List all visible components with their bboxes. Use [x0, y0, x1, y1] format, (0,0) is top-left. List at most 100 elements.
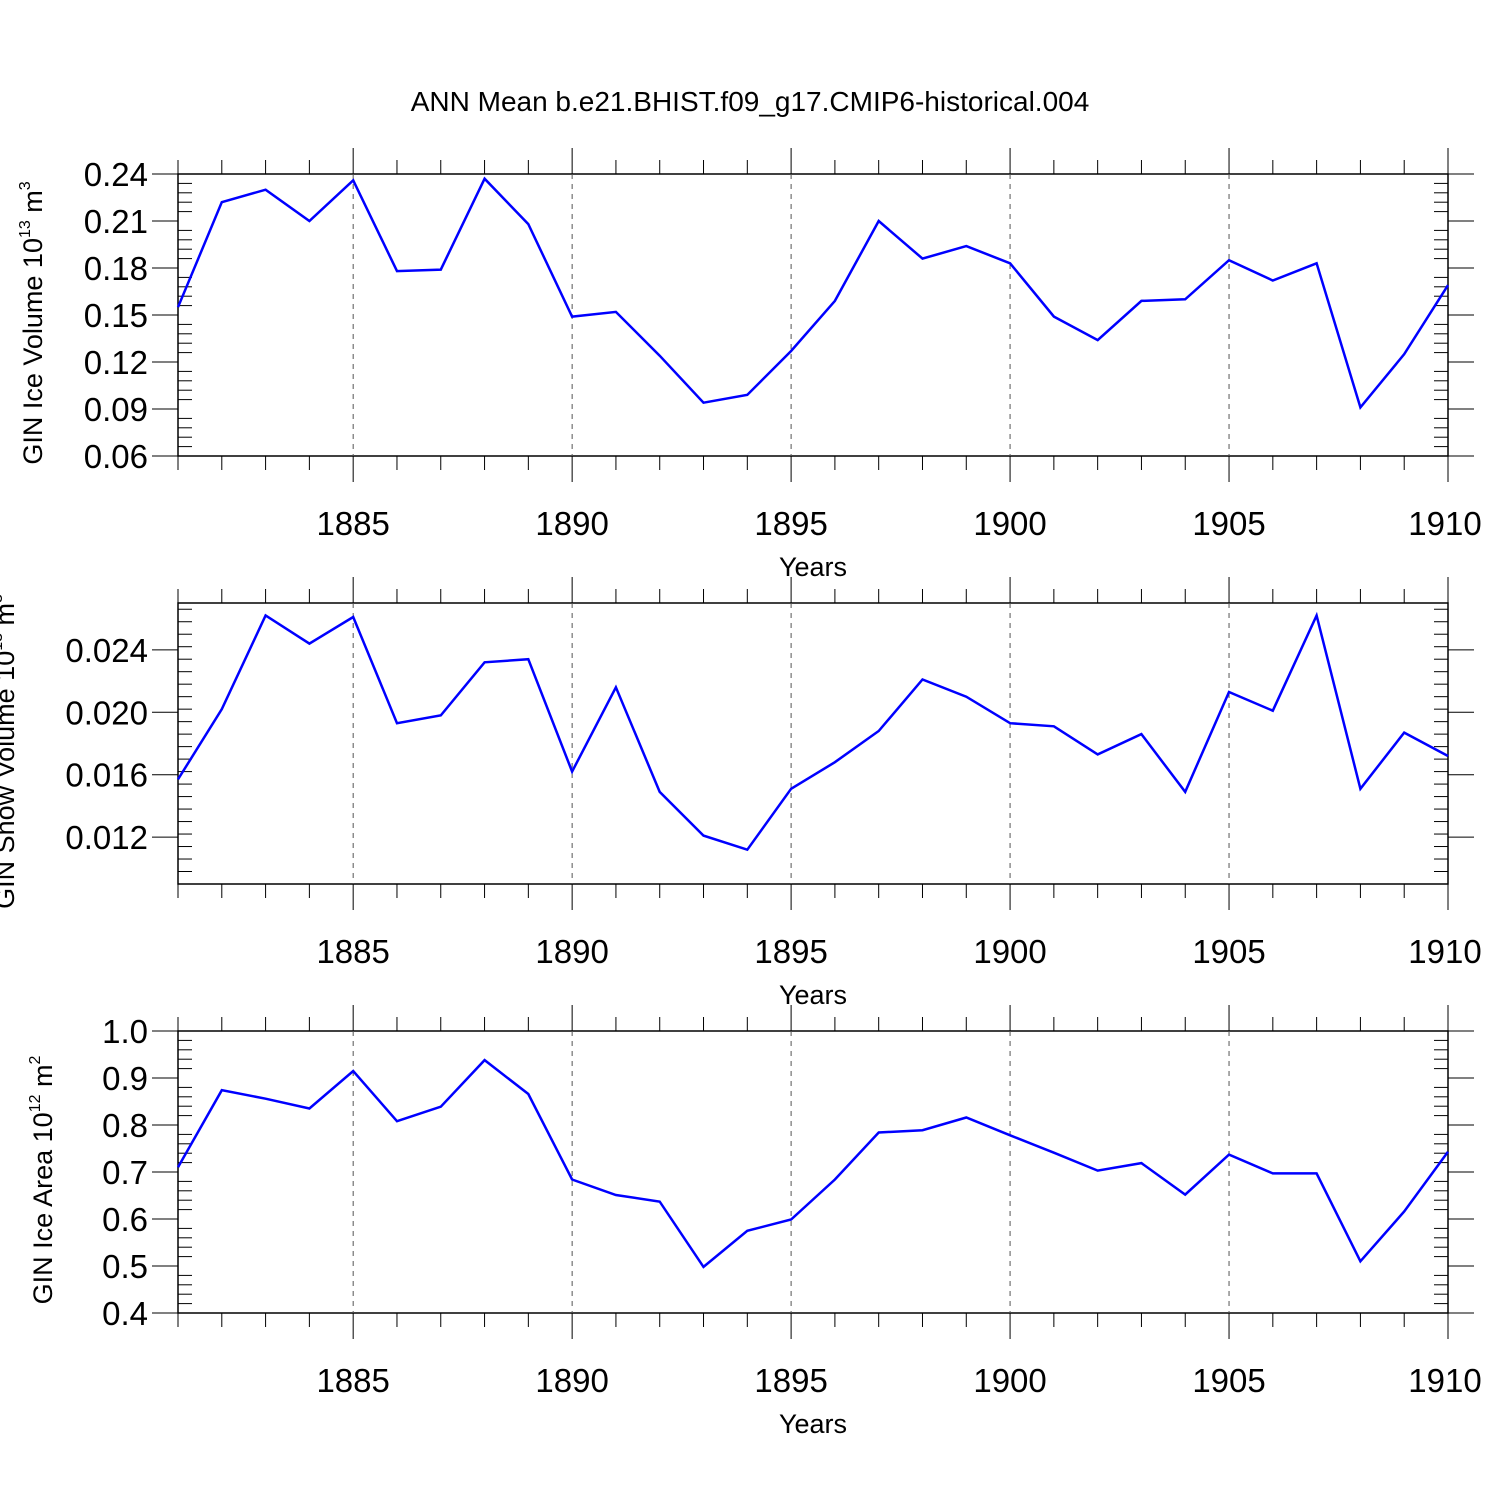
data-point	[966, 1117, 967, 1118]
x-tick-label: 1910	[1408, 505, 1481, 542]
data-point	[440, 269, 441, 270]
y-tick-label: 0.15	[84, 297, 148, 334]
data-point	[353, 617, 354, 618]
y-tick-label: 0.18	[84, 250, 148, 287]
x-tick-label: 1905	[1192, 933, 1265, 970]
data-point	[178, 307, 179, 308]
snow-volume-line	[176, 611, 1449, 852]
y-tick-label: 0.4	[102, 1295, 148, 1332]
data-point	[221, 202, 222, 203]
data-point	[1185, 1194, 1186, 1195]
data-point	[791, 1219, 792, 1220]
vertical-gridlines	[352, 1031, 1230, 1313]
data-point	[791, 351, 792, 352]
data-point	[1360, 1261, 1361, 1262]
data-point	[396, 723, 397, 724]
plot-frame	[177, 602, 1449, 885]
data-point	[747, 1230, 748, 1231]
data-point	[1404, 1211, 1405, 1212]
data-point	[659, 355, 660, 356]
data-point	[1448, 1151, 1449, 1152]
y-tick-label: 0.09	[84, 391, 148, 428]
x-tick-label: 1895	[754, 1362, 827, 1399]
data-point	[1097, 754, 1098, 755]
data-point	[1360, 788, 1361, 789]
data-point	[1053, 316, 1054, 317]
x-axis-title: Years	[779, 980, 847, 1010]
data-point	[178, 779, 179, 780]
data-point	[966, 696, 967, 697]
data-point	[528, 224, 529, 225]
y-tick-label: 0.24	[84, 156, 148, 193]
data-point	[1272, 1173, 1273, 1174]
data-point	[922, 679, 923, 680]
data-point	[1185, 791, 1186, 792]
data-point	[396, 271, 397, 272]
data-point	[1360, 407, 1361, 408]
data-point	[703, 402, 704, 403]
data-point	[1404, 354, 1405, 355]
y-tick-label: 0.6	[102, 1201, 148, 1238]
x-tick-label: 1895	[754, 505, 827, 542]
data-point	[615, 1195, 616, 1196]
y-tick-label: 1.0	[102, 1013, 148, 1050]
data-point	[440, 715, 441, 716]
data-point	[1229, 691, 1230, 692]
data-point	[572, 316, 573, 317]
data-point	[309, 1108, 310, 1109]
data-point	[309, 643, 310, 644]
data-point	[221, 709, 222, 710]
x-tick-label: 1885	[316, 1362, 389, 1399]
data-point	[1010, 1135, 1011, 1136]
y-tick-label: 0.012	[65, 819, 148, 856]
data-point	[747, 849, 748, 850]
x-tick-label: 1900	[973, 1362, 1046, 1399]
y-tick-label: 0.9	[102, 1060, 148, 1097]
x-axis-title: Years	[779, 1409, 847, 1439]
data-point	[834, 762, 835, 763]
data-point	[1141, 300, 1142, 301]
data-point	[922, 258, 923, 259]
data-point	[878, 1132, 879, 1133]
data-point	[1316, 1173, 1317, 1174]
data-point	[659, 791, 660, 792]
x-tick-label: 1885	[316, 505, 389, 542]
x-tick-label: 1890	[535, 505, 608, 542]
data-point	[178, 1167, 179, 1168]
x-tick-label: 1905	[1192, 505, 1265, 542]
data-point	[1097, 1170, 1098, 1171]
x-tick-label: 1895	[754, 933, 827, 970]
data-point	[615, 687, 616, 688]
data-point	[878, 221, 879, 222]
data-point	[1010, 723, 1011, 724]
data-point	[659, 1201, 660, 1202]
data-point	[1448, 285, 1449, 286]
data-point	[1053, 726, 1054, 727]
x-tick-label: 1900	[973, 505, 1046, 542]
data-point	[353, 180, 354, 181]
data-point	[1053, 1152, 1054, 1153]
data-point	[528, 659, 529, 660]
x-tick-label: 1890	[535, 933, 608, 970]
y-tick-label: 0.06	[84, 438, 148, 475]
x-tick-label: 1900	[973, 933, 1046, 970]
data-point	[572, 1179, 573, 1180]
y-tick-label: 0.21	[84, 203, 148, 240]
vertical-gridlines	[352, 603, 1230, 884]
data-point	[396, 1121, 397, 1122]
x-tick-label: 1910	[1408, 1362, 1481, 1399]
data-point	[1272, 280, 1273, 281]
x-axis-title: Years	[779, 552, 847, 582]
panel-ice-volume: 0.06 0.09 0.12 0.15 0.18 0.21 0.24 1885 1890 189…	[17, 148, 1482, 582]
data-point	[1185, 299, 1186, 300]
y-tick-label: 0.7	[102, 1154, 148, 1191]
figure-title: ANN Mean b.e21.BHIST.f09_g17.CMIP6-histo…	[411, 86, 1090, 117]
panel-snow-volume: 0.012 0.016 0.020 0.024 1885 1890 1895 1900 190…	[0, 577, 1482, 1010]
data-point	[703, 1266, 704, 1267]
data-point	[484, 1060, 485, 1061]
data-point	[1404, 732, 1405, 733]
data-point	[309, 221, 310, 222]
data-point	[528, 1093, 529, 1094]
